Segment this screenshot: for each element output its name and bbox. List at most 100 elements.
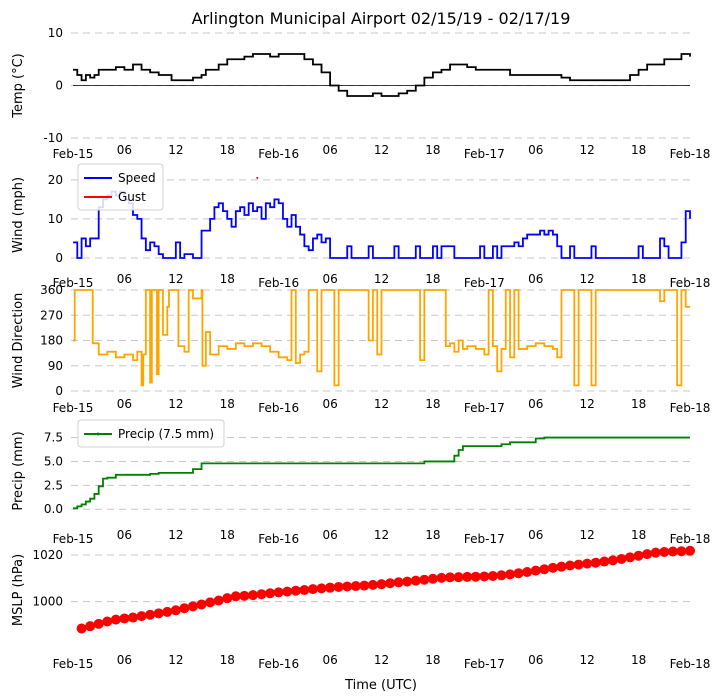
x-tick-label-mslp: 18 bbox=[220, 653, 235, 667]
data-point-mslp bbox=[505, 569, 516, 580]
y-tick-label-mslp: 1000 bbox=[32, 595, 63, 609]
x-axis-label: Time (UTC) bbox=[344, 678, 417, 693]
x-tick-label-wind: Feb-15 bbox=[53, 276, 94, 290]
data-point-mslp bbox=[530, 565, 541, 576]
data-point-mslp bbox=[445, 572, 456, 583]
data-point-mslp bbox=[136, 611, 147, 622]
data-point-mslp bbox=[230, 591, 241, 602]
panel-wdir: 0 90 180 270 360 Feb-15 06 12 18 Feb-16 06 12 18 Feb-… bbox=[11, 283, 710, 415]
x-tick-label-temp: 06 bbox=[322, 143, 337, 157]
data-point-mslp bbox=[462, 571, 473, 582]
series-mslp-mslp bbox=[76, 545, 695, 634]
x-tick-label-precip: 06 bbox=[322, 528, 337, 542]
x-tick-label-wind: 12 bbox=[580, 272, 595, 286]
y-tick-label-temp: 10 bbox=[48, 26, 63, 40]
x-tick-label-precip: 06 bbox=[528, 528, 543, 542]
data-point-mslp bbox=[342, 581, 353, 592]
y-tick-label-wdir: 180 bbox=[40, 334, 63, 348]
data-point-mslp bbox=[402, 576, 413, 587]
x-tick-label-wind: 06 bbox=[528, 272, 543, 286]
data-point-mslp bbox=[419, 574, 430, 585]
data-point-mslp bbox=[496, 570, 507, 581]
data-point-mslp bbox=[607, 555, 618, 566]
data-point-mslp bbox=[547, 562, 558, 573]
data-point-mslp bbox=[385, 578, 396, 589]
data-point-mslp bbox=[187, 601, 198, 612]
x-tick-label-mslp: 12 bbox=[168, 653, 183, 667]
x-tick-label-precip: Feb-16 bbox=[258, 532, 299, 546]
x-tick-label-mslp: Feb-17 bbox=[464, 657, 505, 671]
data-point-mslp bbox=[616, 553, 627, 564]
data-point-mslp bbox=[659, 546, 670, 557]
x-tick-label-temp: 18 bbox=[631, 143, 646, 157]
x-tick-label-mslp: 06 bbox=[528, 653, 543, 667]
x-tick-label-wdir: Feb-18 bbox=[670, 401, 711, 415]
data-point-mslp bbox=[667, 546, 678, 557]
data-point-mslp bbox=[325, 582, 336, 593]
data-point-mslp bbox=[307, 584, 318, 595]
x-tick-label-precip: 12 bbox=[168, 528, 183, 542]
x-tick-label-precip: 12 bbox=[580, 528, 595, 542]
data-point-mslp bbox=[316, 583, 327, 594]
x-tick-label-mslp: Feb-16 bbox=[258, 657, 299, 671]
legend-box-precip bbox=[77, 419, 225, 448]
x-tick-label-wdir: 12 bbox=[580, 397, 595, 411]
x-tick-label-mslp: 12 bbox=[580, 653, 595, 667]
data-point-mslp bbox=[487, 571, 498, 581]
data-point-mslp bbox=[153, 608, 164, 619]
data-point-mslp bbox=[427, 573, 438, 584]
data-point-mslp bbox=[556, 561, 567, 572]
y-tick-label-wdir: 0 bbox=[55, 384, 63, 398]
x-tick-label-wdir: 06 bbox=[117, 397, 132, 411]
data-point-mslp bbox=[650, 547, 661, 558]
x-tick-label-mslp: 06 bbox=[117, 653, 132, 667]
y-axis-label-wdir: Wind Direction bbox=[11, 293, 26, 389]
data-point-wind bbox=[256, 176, 259, 179]
y-tick-label-wdir: 360 bbox=[40, 283, 63, 297]
x-tick-label-precip: Feb-15 bbox=[53, 532, 94, 546]
data-point-mslp bbox=[290, 585, 301, 596]
data-point-mslp bbox=[513, 568, 524, 579]
x-tick-label-temp: Feb-15 bbox=[53, 147, 94, 161]
x-tick-label-wdir: 06 bbox=[322, 397, 337, 411]
x-tick-label-wind: 12 bbox=[168, 272, 183, 286]
data-point-mslp bbox=[265, 588, 276, 599]
data-point-mslp bbox=[393, 577, 404, 588]
x-tick-label-temp: Feb-16 bbox=[258, 147, 299, 161]
data-point-mslp bbox=[119, 613, 130, 624]
x-tick-label-wind: Feb-16 bbox=[258, 276, 299, 290]
y-tick-label-wdir: 270 bbox=[40, 308, 63, 322]
x-tick-label-precip: Feb-17 bbox=[464, 532, 505, 546]
x-tick-label-precip: 06 bbox=[117, 528, 132, 542]
data-point-mslp bbox=[102, 616, 113, 627]
x-tick-label-temp: Feb-18 bbox=[670, 147, 711, 161]
x-tick-label-precip: 18 bbox=[220, 528, 235, 542]
data-point-mslp bbox=[367, 579, 378, 590]
series-line-temp bbox=[73, 53, 691, 97]
legend-precip: Precip (7.5 mm) bbox=[77, 419, 225, 448]
y-axis-label-precip: Precip (mm) bbox=[11, 431, 26, 510]
x-tick-label-temp: 12 bbox=[168, 143, 183, 157]
data-point-mslp bbox=[582, 558, 593, 569]
legend-label-wind: Speed bbox=[118, 171, 156, 185]
x-tick-label-mslp: 18 bbox=[631, 653, 646, 667]
data-point-mslp bbox=[642, 549, 653, 560]
figure-title: Arlington Municipal Airport 02/15/19 - 0… bbox=[192, 9, 571, 28]
series-line-wdir bbox=[73, 289, 690, 387]
y-tick-label-precip: 0.0 bbox=[44, 502, 63, 516]
data-point-mslp bbox=[179, 603, 190, 614]
data-point-mslp bbox=[299, 585, 310, 595]
x-tick-label-wdir: 18 bbox=[220, 397, 235, 411]
data-point-mslp bbox=[359, 580, 370, 591]
x-tick-label-mslp: 06 bbox=[322, 653, 337, 667]
x-tick-label-precip: 18 bbox=[631, 528, 646, 542]
data-point-mslp bbox=[453, 572, 464, 583]
legend-wind: Speed Gust bbox=[77, 163, 164, 211]
panel-temp: -10 0 10 Feb-15 06 12 18 Feb-16 06 12 18 Feb-17 06 12… bbox=[11, 26, 710, 161]
x-tick-label-temp: 18 bbox=[425, 143, 440, 157]
x-tick-label-temp: 06 bbox=[528, 143, 543, 157]
x-tick-label-temp: 12 bbox=[374, 143, 389, 157]
data-point-mslp bbox=[539, 564, 550, 575]
data-point-mslp bbox=[479, 571, 490, 582]
